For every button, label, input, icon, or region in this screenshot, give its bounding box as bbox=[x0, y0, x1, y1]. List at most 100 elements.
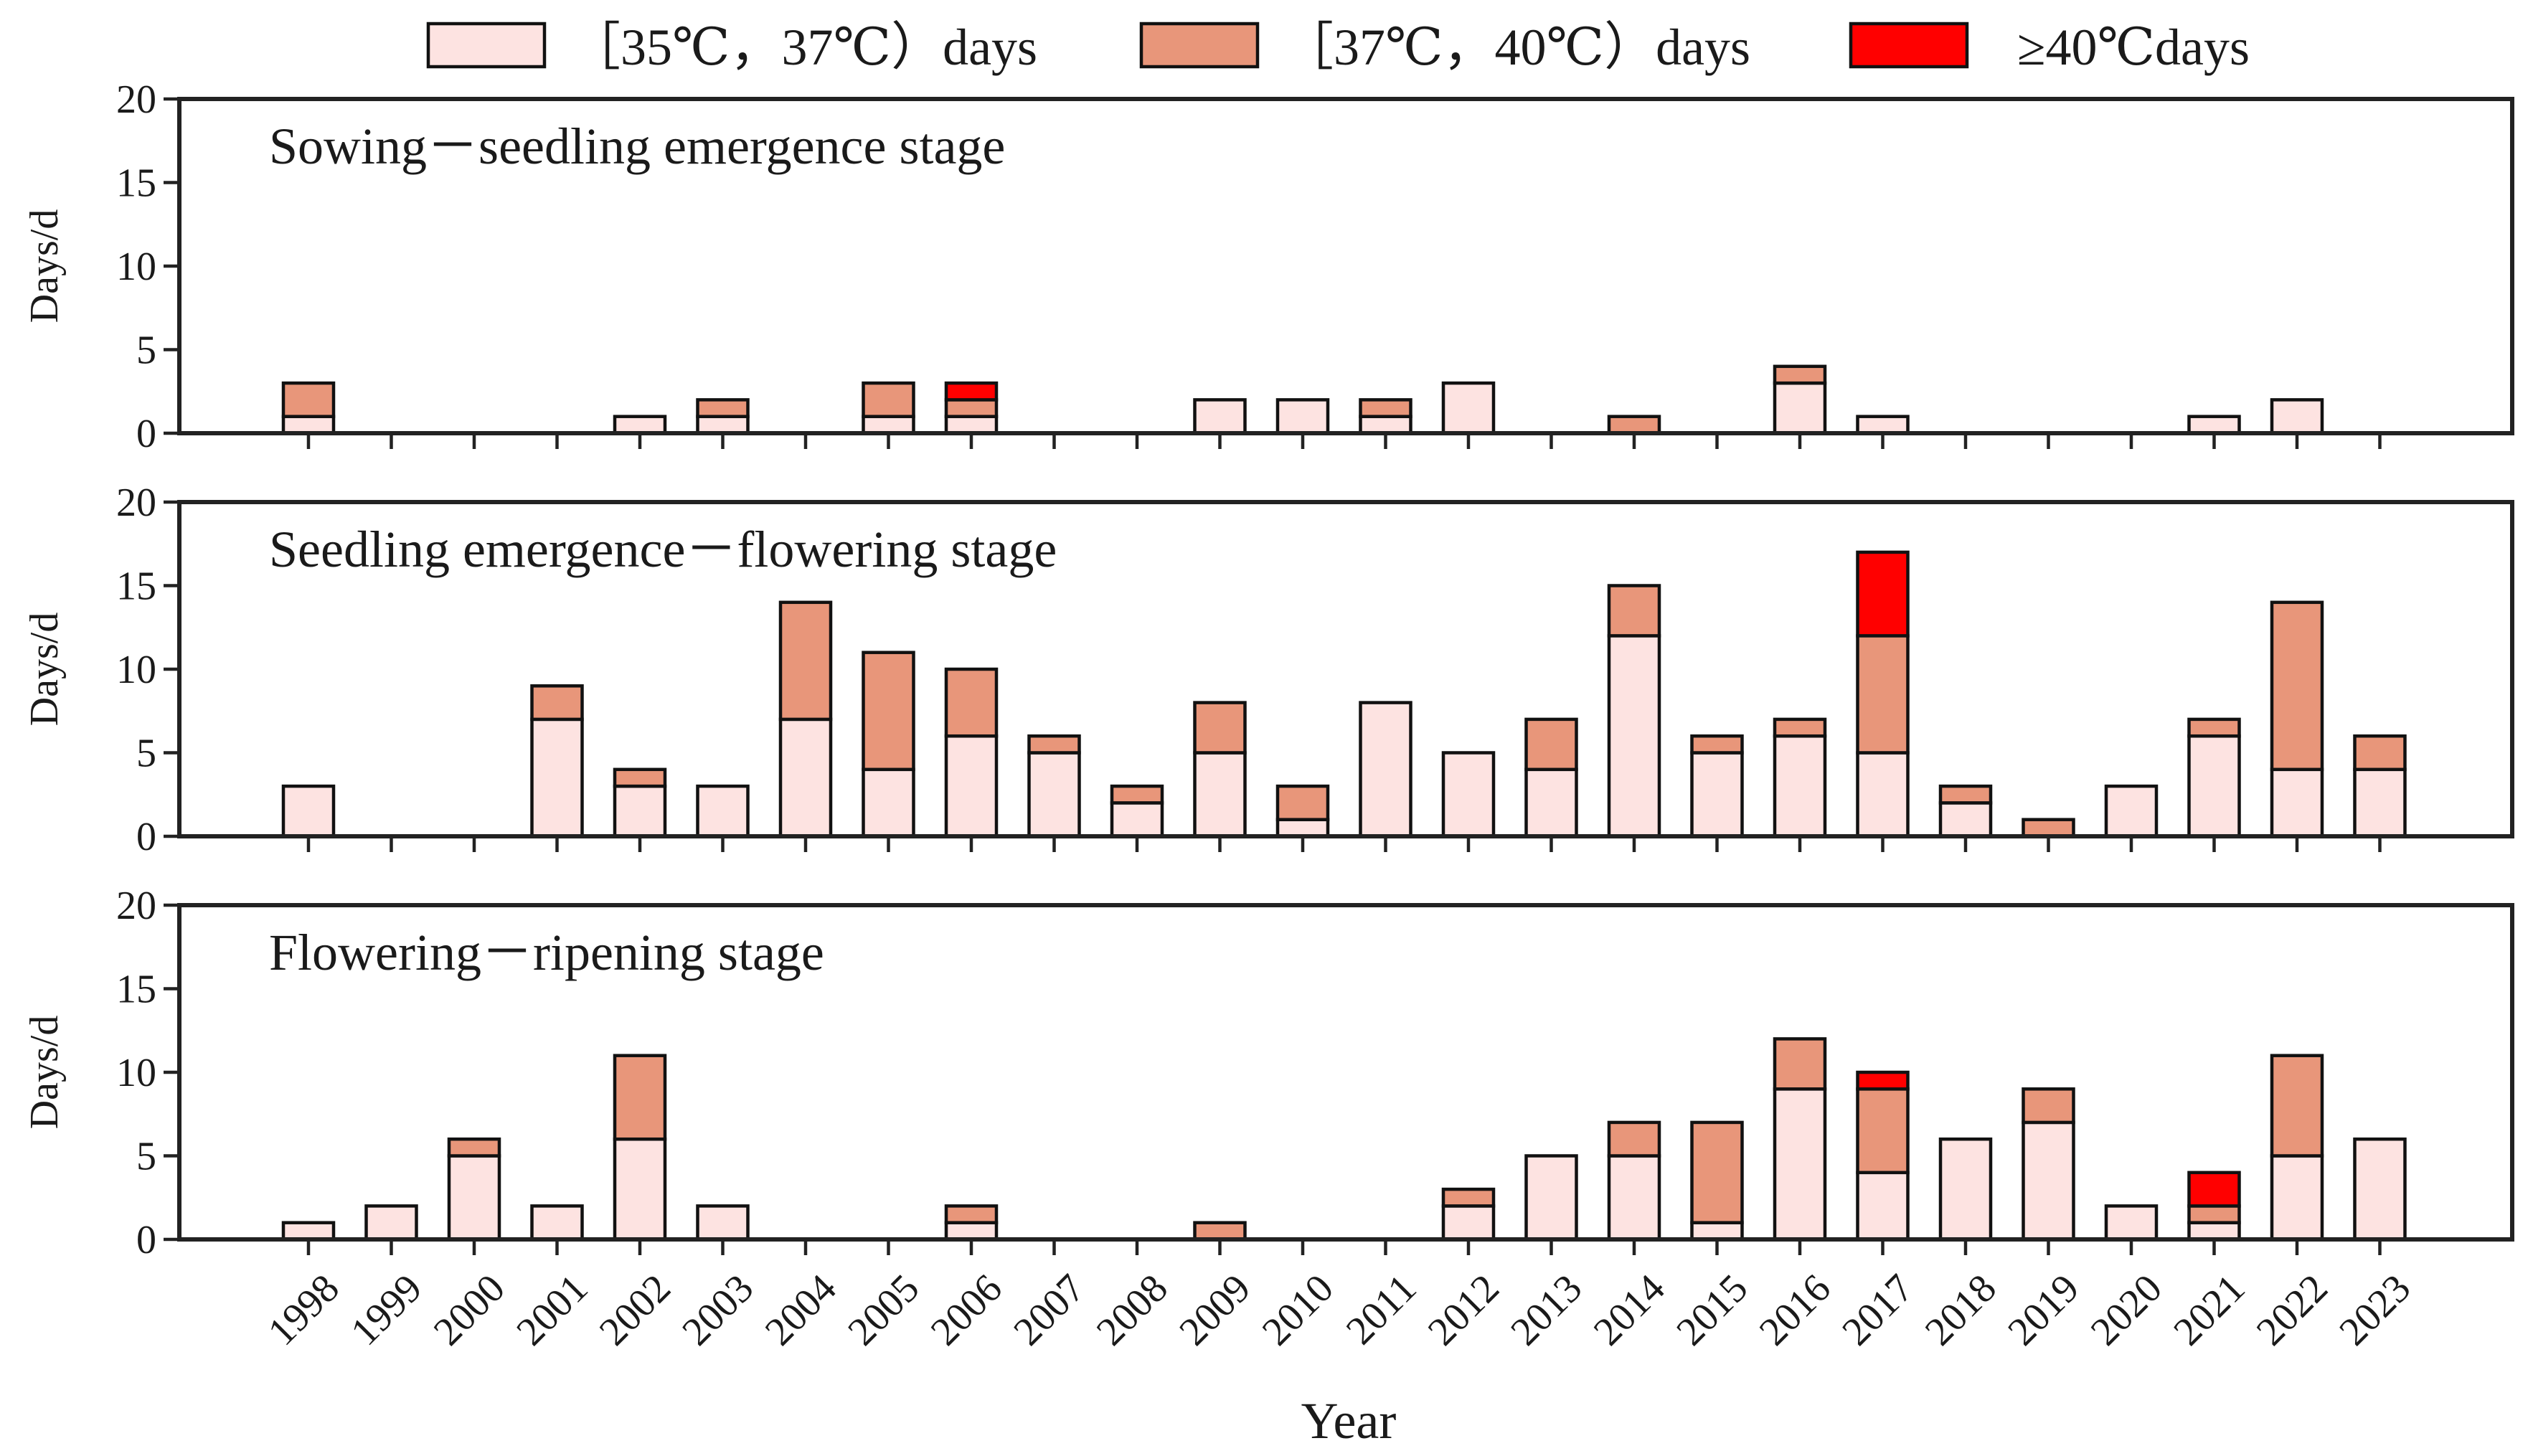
bar-segment bbox=[1441, 751, 1496, 838]
bar-segment bbox=[1193, 1221, 1247, 1242]
bar-segment bbox=[1193, 398, 1247, 435]
bar-segment bbox=[1607, 1154, 1661, 1242]
bar-segment bbox=[2187, 415, 2241, 435]
bar-segment bbox=[944, 381, 999, 402]
bar-segment bbox=[1938, 1137, 1993, 1242]
bar-segment bbox=[1441, 1204, 1496, 1242]
bar-segment bbox=[447, 1154, 501, 1242]
bar-segment bbox=[862, 415, 915, 435]
bar-segment bbox=[944, 667, 999, 738]
legend-item-37-40: ［37℃，40℃）days bbox=[1139, 19, 1750, 76]
bar-segment bbox=[613, 415, 667, 435]
bar-segment bbox=[1441, 1187, 1496, 1208]
x-tick-label: 2023 bbox=[2331, 1266, 2419, 1354]
bar-segment bbox=[2270, 398, 2324, 435]
panel-frame bbox=[177, 500, 2514, 838]
bar-segment bbox=[1110, 801, 1164, 838]
x-tick-label: 2009 bbox=[1171, 1266, 1259, 1354]
y-axis-label: Days/d bbox=[22, 209, 67, 323]
bar-segment bbox=[1690, 1221, 1744, 1242]
bar-segment bbox=[1275, 398, 1330, 435]
bar-segment bbox=[281, 381, 336, 418]
bar-segment bbox=[1607, 634, 1661, 838]
x-tick-label: 2010 bbox=[1254, 1266, 1342, 1354]
bar-segment bbox=[2104, 1204, 2159, 1242]
bar-segment bbox=[2270, 1054, 2324, 1158]
bar-segment bbox=[1275, 818, 1330, 838]
x-tick-label: 2016 bbox=[1751, 1266, 1839, 1354]
bar-segment bbox=[2187, 717, 2241, 738]
panel-3: 05101520Days/d19981999200020012002200320… bbox=[22, 884, 2514, 1354]
panel-frame bbox=[177, 97, 2514, 435]
x-tick-label: 2000 bbox=[425, 1266, 514, 1354]
panel-title: Flowering－ripening stage bbox=[269, 924, 824, 981]
legend-swatch-ge40 bbox=[1849, 22, 1969, 69]
bar-segment bbox=[1524, 767, 1578, 838]
bar-segment bbox=[944, 1221, 999, 1242]
y-tick-label: 10 bbox=[116, 648, 156, 692]
bar-segment bbox=[1690, 734, 1744, 755]
legend-label-37-40: ［37℃，40℃）days bbox=[1282, 19, 1750, 76]
x-tick-label: 1998 bbox=[260, 1266, 348, 1354]
legend-label-ge40: ≥40℃days bbox=[2017, 19, 2250, 76]
bar-segment bbox=[2270, 1154, 2324, 1242]
bar-segment bbox=[2270, 767, 2324, 838]
bar-segment bbox=[778, 717, 833, 838]
x-tick-label: 2002 bbox=[591, 1266, 679, 1354]
bar-segment bbox=[2022, 818, 2075, 838]
bar-segment bbox=[1773, 734, 1827, 838]
x-tick-label: 2012 bbox=[1420, 1266, 1508, 1354]
bar-segment bbox=[944, 398, 999, 418]
y-tick-label: 20 bbox=[116, 884, 156, 928]
bar-segment bbox=[1359, 398, 1412, 418]
panel-2: 0 5 10 15 20 Days/d Seedling emergence－floweri… bbox=[22, 481, 2514, 859]
x-tick-label: 2007 bbox=[1005, 1266, 1093, 1354]
bar-segment bbox=[1027, 734, 1081, 755]
bar-segment bbox=[1773, 1087, 1827, 1242]
x-tick-label: 2022 bbox=[2248, 1266, 2336, 1354]
bar-segment bbox=[2187, 1171, 2241, 1208]
bar-segment bbox=[281, 1221, 336, 1242]
bar-segment bbox=[2187, 734, 2241, 838]
y-tick-label: 0 bbox=[136, 412, 156, 456]
x-tick-label: 2011 bbox=[1338, 1266, 1425, 1353]
bar-segment bbox=[696, 1204, 750, 1242]
bar-segment bbox=[1856, 1171, 1910, 1242]
bar-segment bbox=[1773, 364, 1827, 385]
bar-segment bbox=[862, 381, 915, 418]
panel-title: Sowing－seedling emergence stage bbox=[269, 118, 1005, 175]
x-tick-label: 2017 bbox=[1834, 1266, 1922, 1354]
y-axis-label: Days/d bbox=[22, 1016, 67, 1130]
bar-segment bbox=[1856, 1087, 1910, 1175]
x-tick-label: 2008 bbox=[1088, 1266, 1176, 1354]
bar-segment bbox=[1607, 1120, 1661, 1158]
y-tick-label: 20 bbox=[116, 481, 156, 525]
bar-segment bbox=[613, 1137, 667, 1242]
bar-segment bbox=[1524, 717, 1578, 772]
bar-segment bbox=[1193, 701, 1247, 755]
bar-segment bbox=[1027, 751, 1081, 838]
bar-segment bbox=[2270, 600, 2324, 772]
bar-segment bbox=[2187, 1221, 2241, 1242]
y-tick-label: 15 bbox=[116, 564, 156, 609]
bar-segment bbox=[778, 600, 833, 722]
y-tick-label: 5 bbox=[136, 732, 156, 776]
y-tick-label: 10 bbox=[116, 245, 156, 289]
bar-segment bbox=[2104, 784, 2159, 838]
bar-segment bbox=[364, 1204, 418, 1242]
bar-segment bbox=[1773, 717, 1827, 738]
x-tick-label: 2001 bbox=[508, 1266, 596, 1354]
bar-segment bbox=[1856, 634, 1910, 755]
x-tick-label: 2006 bbox=[923, 1266, 1011, 1354]
bar-segment bbox=[1524, 1154, 1578, 1242]
bar-segment bbox=[281, 415, 336, 435]
x-tick-label: 2014 bbox=[1585, 1266, 1674, 1354]
bar-segment bbox=[613, 1054, 667, 1141]
bar-segment bbox=[1856, 751, 1910, 838]
bar-segment bbox=[1773, 381, 1827, 435]
panel-1: 0 5 10 15 20 Days/d Sowing－seedling emergence … bbox=[22, 77, 2514, 456]
panel-title: Seedling emergence－flowering stage bbox=[269, 521, 1057, 578]
y-axis-label: Days/d bbox=[22, 613, 67, 727]
bar-segment bbox=[944, 1204, 999, 1224]
